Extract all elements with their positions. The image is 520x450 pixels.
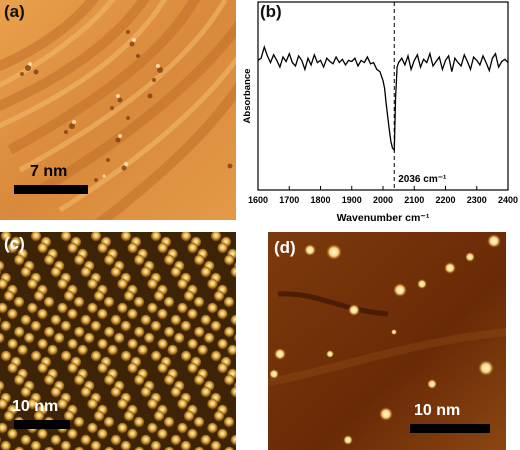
absorbance-series-line: [257, 44, 509, 152]
x-axis-label: Wavenumber cm⁻¹: [337, 212, 430, 224]
stm-image-d: (d) 10 nm: [268, 232, 506, 450]
panel-a-scalebar: [14, 185, 88, 194]
panel-d-label: (d): [274, 238, 296, 257]
ir-spectrum-panel: 1600 1700 1800 1900 2000 2100 2200 2300 2400 203…: [236, 0, 520, 232]
x-tick-label: 1900: [342, 195, 362, 205]
x-tick-label: 1700: [279, 195, 299, 205]
stm-image-a-graphic: [0, 0, 236, 220]
x-tick-label: 2300: [467, 195, 487, 205]
panel-d-scalebar: [410, 424, 490, 433]
stm-image-c: (c) 10 nm: [0, 232, 236, 450]
x-tick-label: 1800: [310, 195, 330, 205]
stm-image-c-graphic: [0, 232, 236, 450]
plot-frame: [257, 1, 509, 191]
peak-annotation: 2036 cm⁻¹: [398, 174, 447, 185]
x-tick-label: 2200: [435, 195, 455, 205]
panel-d-scale-label: 10 nm: [414, 402, 461, 419]
panel-a-label: (a): [4, 2, 25, 21]
ir-spectrum-chart: 1600 1700 1800 1900 2000 2100 2200 2300 2400 203…: [242, 1, 518, 224]
panel-c-scale-label: 10 nm: [12, 398, 59, 415]
x-tick-label: 2400: [498, 195, 518, 205]
stm-image-a: (a) 7 nm: [0, 0, 236, 220]
stm-image-d-graphic: [268, 232, 506, 450]
x-tick-label: 2100: [404, 195, 424, 205]
x-tick-label: 1600: [248, 195, 268, 205]
panel-c-scalebar: [14, 420, 70, 429]
y-axis-label: Absorbance: [242, 69, 253, 124]
panel-c-label: (c): [4, 234, 25, 253]
panel-a-scale-label: 7 nm: [30, 163, 68, 180]
x-tick-label: 2000: [373, 195, 393, 205]
panel-b-label: (b): [260, 2, 282, 21]
